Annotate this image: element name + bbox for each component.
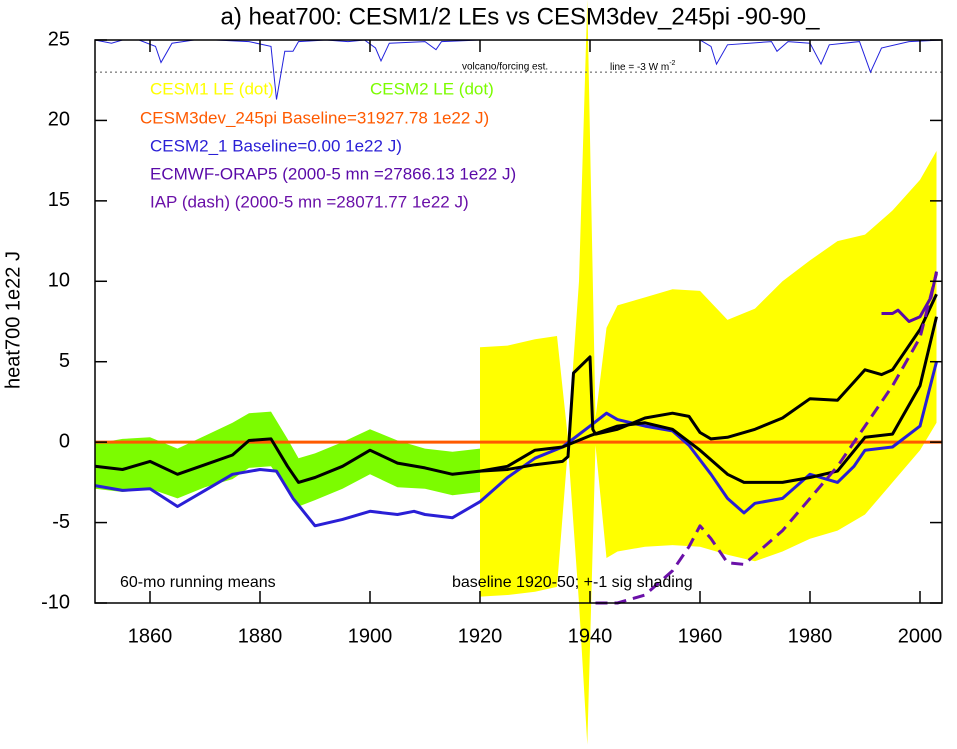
legend-entry: CESM3dev_245pi Baseline=31927.78 1e22 J)	[140, 108, 489, 127]
x-tick-label: 2000	[898, 625, 943, 647]
series-line	[94, 316, 938, 484]
y-tick-label: 25	[48, 28, 70, 50]
legend-entry: IAP (dash) (2000-5 mn =28071.77 1e22 J)	[150, 192, 469, 211]
x-tick-label: 1900	[348, 625, 393, 647]
volcano-line	[94, 39, 943, 100]
x-tick-label: 1960	[678, 625, 723, 647]
y-tick-label: -5	[52, 511, 70, 533]
plot-area	[94, 0, 943, 745]
volcano-line-exp: -2	[669, 60, 675, 67]
y-tick-label: 5	[59, 350, 70, 372]
annotation: 60-mo running means	[120, 574, 276, 591]
y-tick-label: 0	[59, 430, 70, 452]
volcano-line-label: line = -3 W m-2	[610, 60, 676, 73]
legend: CESM1 LE (dot) CESM2 LE (dot) CESM3dev_245…	[140, 79, 516, 211]
volcano-line-text: line = -3 W m	[610, 62, 669, 73]
spread-band	[95, 411, 480, 507]
series-line	[479, 293, 938, 473]
y-axis-label: heat700 1e22 J	[2, 251, 24, 389]
x-tick-label: 1880	[238, 625, 283, 647]
spread-band	[480, 0, 937, 745]
legend-entry: CESM1 LE (dot)	[150, 79, 274, 98]
ticks: -10 -5 0 5 10 15 20 25 1860 1880 1900 1920 1940 1960 1…	[41, 28, 942, 647]
axes-frame	[94, 39, 943, 604]
x-tick-label: 1980	[788, 625, 833, 647]
y-tick-label: 20	[48, 109, 70, 131]
x-tick-label: 1940	[568, 625, 613, 647]
x-tick-label: 1920	[458, 625, 503, 647]
chart-title: a) heat700: CESM1/2 LEs vs CESM3dev_245p…	[220, 3, 820, 30]
y-tick-label: -10	[41, 591, 70, 613]
series-line	[595, 272, 938, 605]
y-tick-label: 15	[48, 189, 70, 211]
volcano-label: volcano/forcing est.	[462, 62, 548, 73]
annotation: baseline 1920-50; +-1 sig shading	[452, 574, 693, 591]
y-tick-label: 10	[48, 270, 70, 292]
legend-entry: CESM2_1 Baseline=0.00 1e22 J)	[150, 136, 402, 155]
x-tick-label: 1860	[128, 625, 173, 647]
legend-entry: CESM2 LE (dot)	[370, 79, 494, 98]
legend-entry: ECMWF-ORAP5 (2000-5 mn =27866.13 1e22 J)	[150, 164, 516, 183]
